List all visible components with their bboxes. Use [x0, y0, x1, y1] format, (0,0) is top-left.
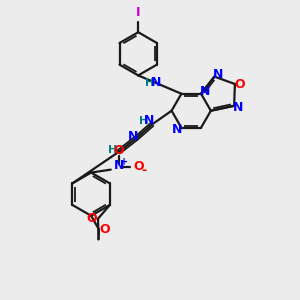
Text: O: O: [235, 77, 245, 91]
Text: H: H: [108, 145, 117, 155]
Text: N: N: [213, 68, 224, 81]
Text: O: O: [113, 145, 124, 158]
Text: O: O: [87, 212, 98, 225]
Text: I: I: [136, 7, 140, 20]
Text: -: -: [142, 164, 147, 177]
Text: N: N: [144, 114, 154, 127]
Text: O: O: [133, 160, 143, 173]
Text: N: N: [151, 76, 161, 89]
Text: O: O: [100, 223, 110, 236]
Text: +: +: [120, 157, 128, 167]
Text: N: N: [172, 123, 183, 136]
Text: N: N: [200, 85, 210, 98]
Text: N: N: [233, 101, 243, 114]
Text: H: H: [139, 116, 148, 126]
Text: H: H: [146, 78, 154, 88]
Text: N: N: [128, 130, 139, 143]
Text: N: N: [113, 159, 124, 172]
